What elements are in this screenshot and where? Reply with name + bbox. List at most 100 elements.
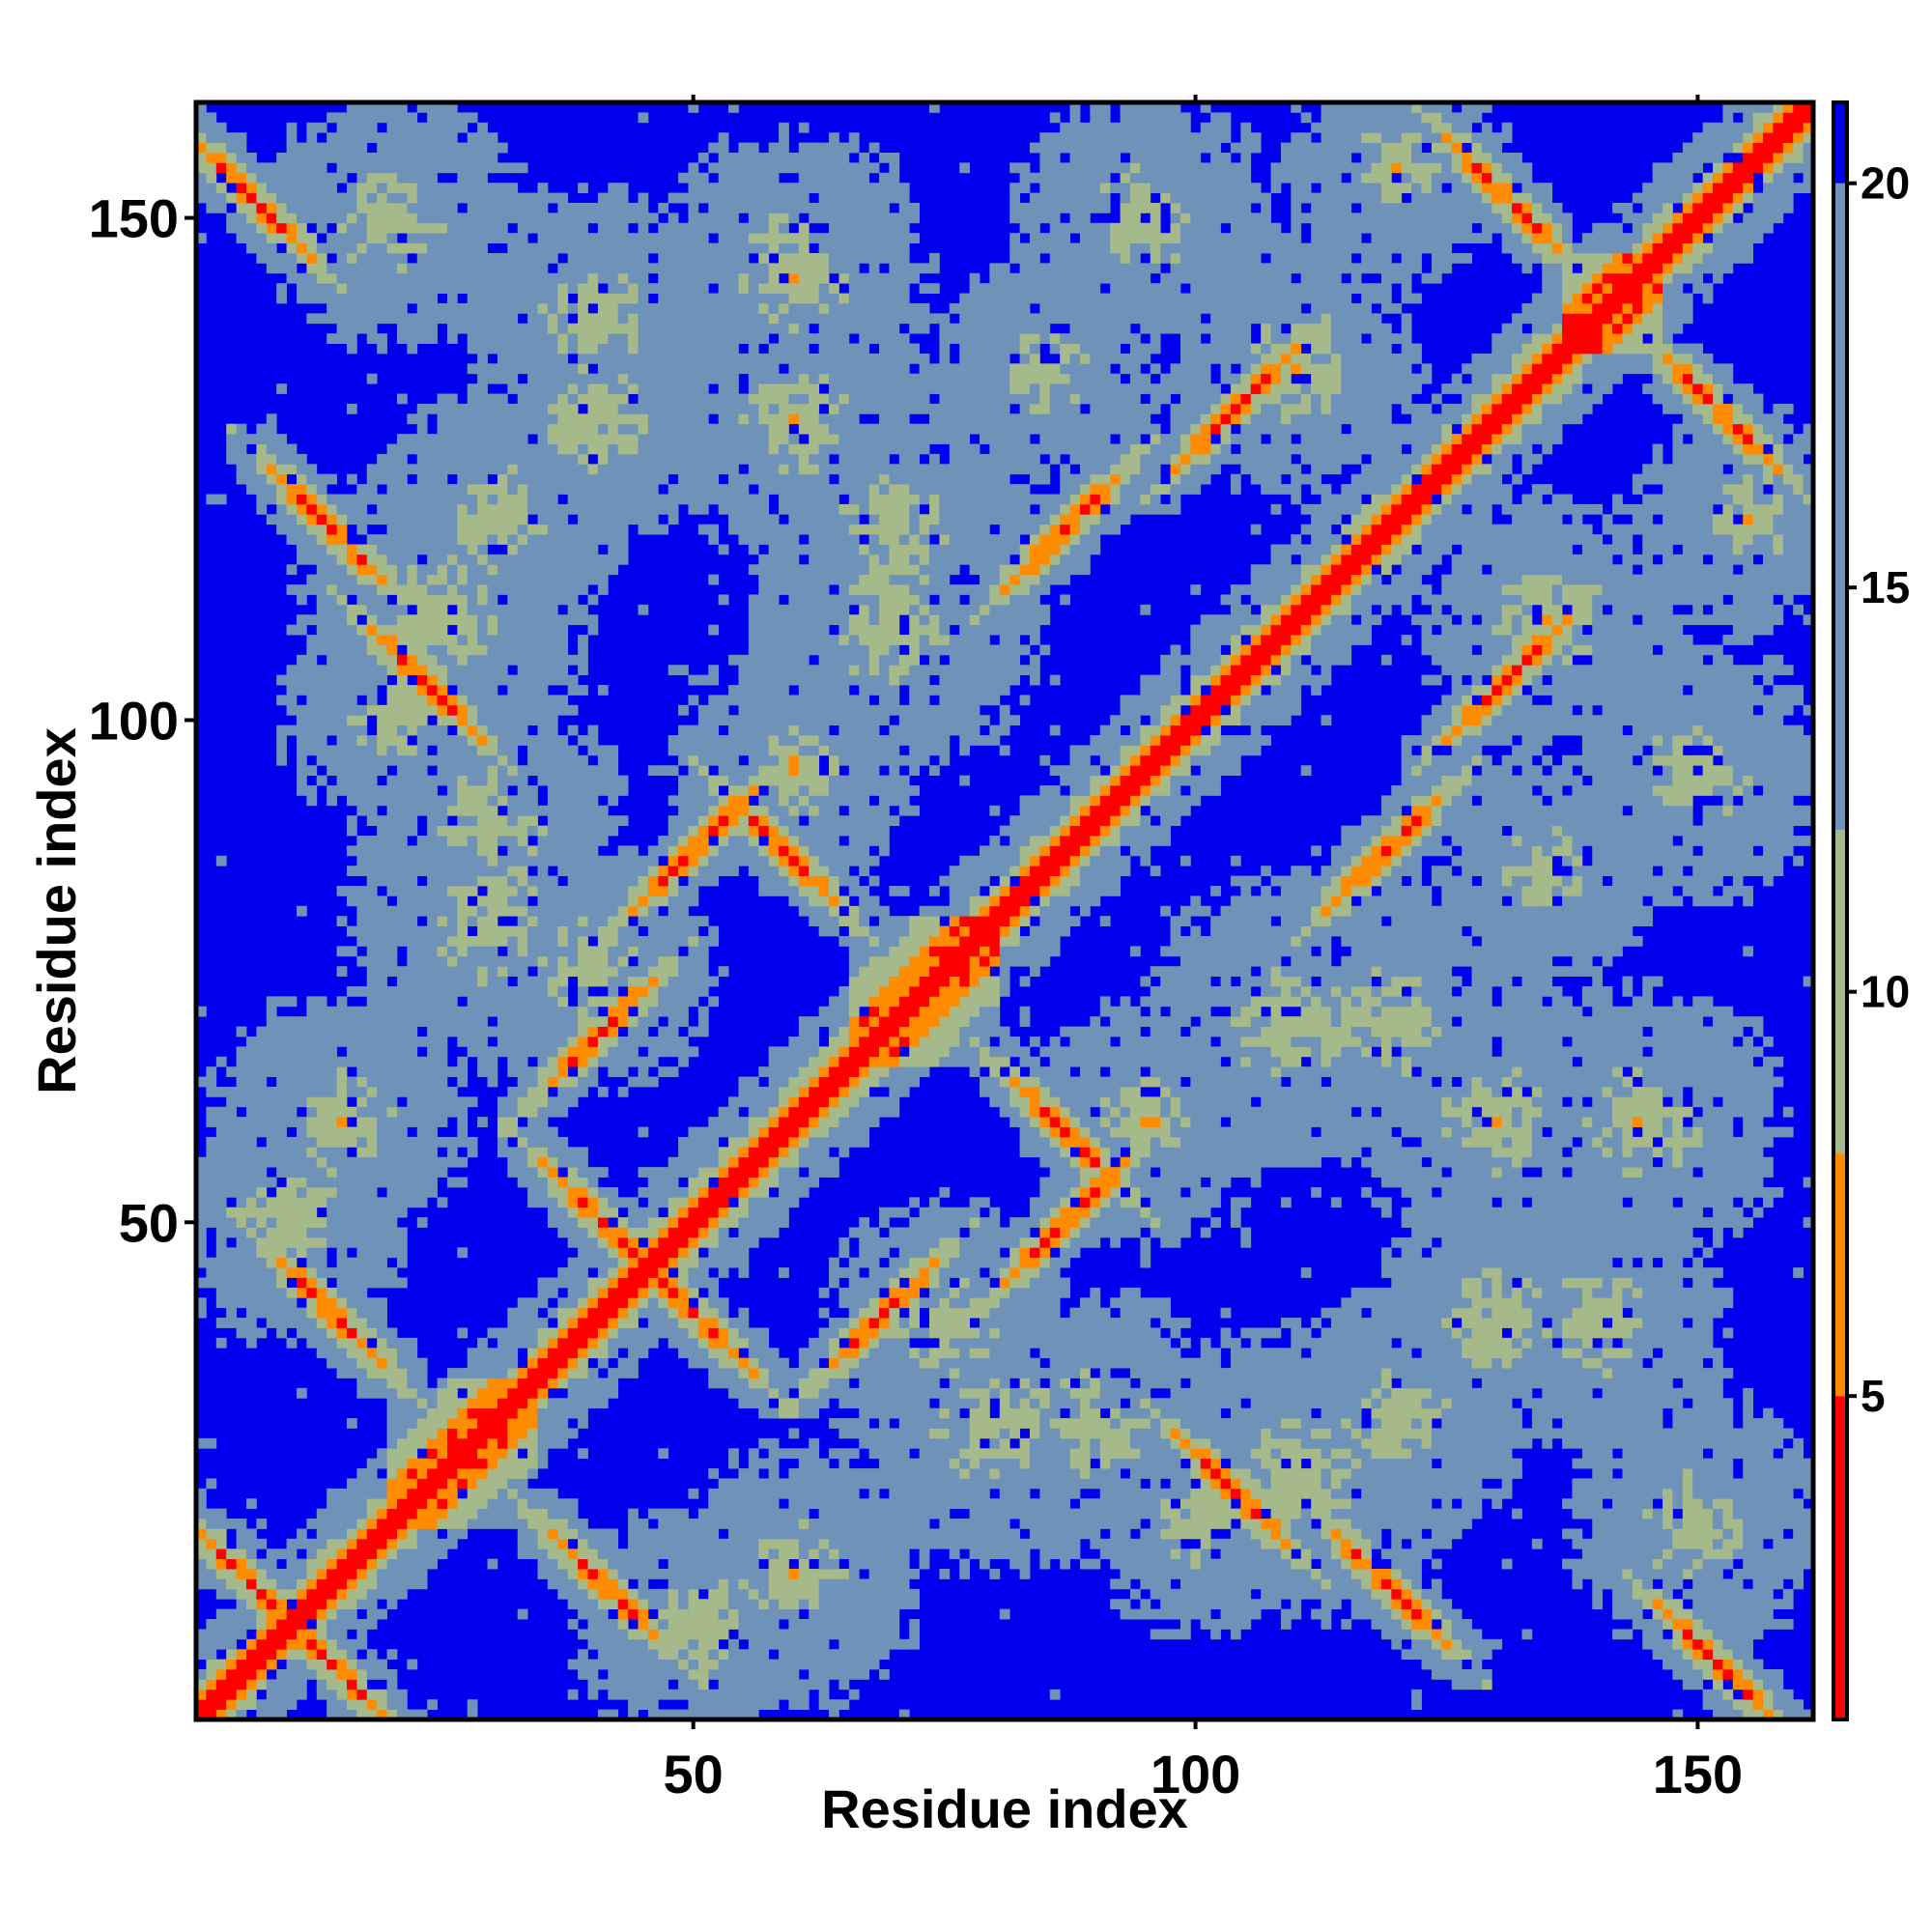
heatmap-cell — [647, 494, 659, 505]
heatmap-cell — [457, 735, 469, 746]
heatmap-cell — [678, 1649, 689, 1661]
heatmap-cell — [296, 685, 307, 696]
heatmap-cell — [647, 403, 659, 414]
heatmap-cell — [517, 233, 528, 243]
heatmap-cell — [196, 1669, 207, 1680]
heatmap-cell — [427, 594, 438, 606]
heatmap-cell — [557, 1267, 569, 1278]
heatmap-cell — [668, 1519, 679, 1529]
heatmap-cell — [437, 1006, 448, 1017]
heatmap-cell — [416, 1488, 428, 1499]
heatmap-cell — [617, 1297, 629, 1309]
heatmap-cell — [416, 614, 428, 626]
heatmap-cell — [678, 955, 689, 967]
heatmap-cell — [416, 1036, 428, 1047]
heatmap-cell — [386, 745, 398, 756]
heatmap-cell — [578, 1418, 588, 1429]
heatmap-cell — [487, 464, 498, 475]
heatmap-cell — [608, 825, 619, 837]
heatmap-cell — [377, 604, 387, 615]
heatmap-cell — [467, 1357, 478, 1369]
heatmap-cell — [457, 916, 469, 926]
heatmap-cell — [386, 1669, 398, 1680]
heatmap-cell — [206, 1478, 217, 1490]
heatmap-cell — [467, 1488, 478, 1499]
heatmap-cell — [377, 343, 387, 355]
heatmap-cell — [446, 704, 458, 716]
heatmap-cell — [517, 715, 528, 726]
heatmap-cell — [446, 183, 458, 193]
heatmap-cell — [527, 574, 538, 585]
heatmap-cell — [567, 1318, 579, 1328]
heatmap-cell — [427, 272, 438, 284]
heatmap-cell — [437, 665, 448, 676]
heatmap-cell — [377, 855, 387, 867]
heatmap-cell — [366, 534, 378, 545]
heatmap-cell — [507, 654, 519, 666]
heatmap-cell — [437, 494, 448, 505]
heatmap-cell — [507, 242, 519, 254]
heatmap-cell — [578, 384, 588, 394]
heatmap-cell — [567, 1368, 579, 1378]
heatmap-cell — [497, 976, 508, 987]
heatmap-cell — [517, 845, 528, 857]
heatmap-cell — [346, 785, 357, 796]
heatmap-cell — [617, 785, 629, 796]
heatmap-cell — [527, 263, 538, 274]
heatmap-cell — [668, 222, 679, 234]
heatmap-cell — [557, 1026, 569, 1037]
heatmap-cell — [547, 213, 558, 224]
heatmap-cell — [327, 1337, 337, 1349]
heatmap-cell — [597, 1348, 609, 1359]
heatmap-cell — [356, 704, 368, 716]
heatmap-cell — [658, 1508, 669, 1520]
heatmap-cell — [537, 272, 549, 284]
heatmap-cell — [557, 1156, 569, 1168]
heatmap-cell — [446, 1368, 458, 1378]
heatmap-cell — [467, 1508, 478, 1520]
heatmap-cell — [437, 966, 448, 977]
heatmap-cell — [416, 1217, 428, 1228]
heatmap-cell — [245, 1578, 257, 1590]
heatmap-cell — [678, 222, 689, 234]
heatmap-cell — [316, 635, 327, 645]
heatmap-cell — [497, 695, 508, 706]
heatmap-cell — [497, 1398, 508, 1409]
heatmap-cell — [336, 1619, 348, 1630]
heatmap-cell — [647, 373, 659, 384]
heatmap-cell — [245, 1217, 257, 1228]
heatmap-cell — [356, 1538, 368, 1549]
heatmap-cell — [517, 695, 528, 706]
heatmap-cell — [386, 1357, 398, 1369]
heatmap-cell — [377, 976, 387, 987]
heatmap-cell — [437, 423, 448, 435]
heatmap-cell — [678, 1156, 689, 1168]
heatmap-cell — [306, 484, 318, 495]
heatmap-cell — [497, 353, 508, 364]
heatmap-cell — [386, 1016, 398, 1027]
heatmap-cell — [678, 192, 689, 204]
heatmap-cell — [567, 302, 579, 314]
heatmap-cell — [477, 724, 488, 736]
heatmap-cell — [658, 1006, 669, 1017]
heatmap-cell — [386, 604, 398, 615]
heatmap-cell — [527, 715, 538, 726]
heatmap-cell — [578, 1217, 588, 1228]
heatmap-cell — [467, 323, 478, 334]
heatmap-cell — [467, 886, 478, 896]
heatmap-cell — [296, 172, 307, 184]
heatmap-cell — [286, 132, 298, 143]
heatmap-cell — [557, 544, 569, 555]
heatmap-cell — [276, 1699, 287, 1710]
heatmap-cell — [658, 473, 669, 485]
heatmap-cell — [196, 1519, 207, 1529]
heatmap-cell — [668, 925, 679, 937]
heatmap-cell — [617, 252, 629, 264]
heatmap-cell — [286, 1307, 298, 1319]
heatmap-cell — [638, 1056, 649, 1067]
heatmap-cell — [407, 1498, 418, 1510]
heatmap-cell — [467, 946, 478, 957]
heatmap-cell — [226, 1167, 237, 1178]
heatmap-cell — [578, 524, 588, 535]
heatmap-cell — [487, 1368, 498, 1378]
